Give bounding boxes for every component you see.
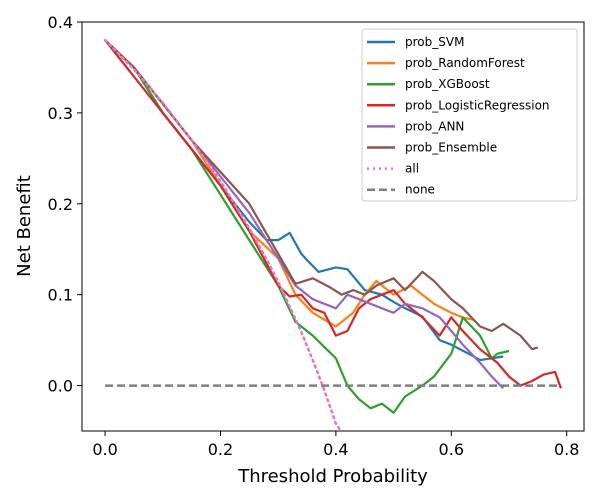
x-axis-label: Threshold Probability xyxy=(237,466,428,487)
series-line-5 xyxy=(104,39,539,351)
y-tick-label: 0.0 xyxy=(48,377,73,396)
ticks-layer: 0.0 0.2 0.4 0.6 0.8 0.0 0.1 0.2 0.3 0.4 xyxy=(48,13,580,459)
legend-box xyxy=(361,28,578,202)
legend-label-2: prob_XGBoost xyxy=(405,77,490,91)
x-tick-label: 0.6 xyxy=(439,440,464,459)
y-axis-label: Net Benefit xyxy=(14,175,35,277)
legend-label-7: none xyxy=(405,183,435,197)
x-tick-label: 0.4 xyxy=(323,440,348,459)
plot-frame xyxy=(81,21,585,432)
series-line-2 xyxy=(104,39,510,414)
y-tick-label: 0.1 xyxy=(48,286,73,305)
legend-label-4: prob_ANN xyxy=(405,119,464,133)
y-tick-label: 0.4 xyxy=(48,13,73,32)
x-tick-label: 0.0 xyxy=(92,440,117,459)
legend-label-5: prob_Ensemble xyxy=(405,141,497,155)
x-tick-label: 0.8 xyxy=(554,440,579,459)
x-tick-label: 0.2 xyxy=(208,440,233,459)
series-line-6 xyxy=(103,38,343,431)
legend-label-0: prob_SVM xyxy=(405,35,464,49)
y-tick-label: 0.3 xyxy=(48,104,73,123)
legend-label-6: all xyxy=(405,162,419,176)
legend-label-1: prob_RandomForest xyxy=(405,56,525,70)
series-line-3 xyxy=(104,39,562,389)
legend-label-3: prob_LogisticRegression xyxy=(405,98,550,112)
series-line-4 xyxy=(104,39,504,390)
y-tick-label: 0.2 xyxy=(48,195,73,214)
legend: prob_SVM prob_RandomForest prob_XGBoostpro… xyxy=(361,28,578,202)
series-layer xyxy=(103,38,562,431)
